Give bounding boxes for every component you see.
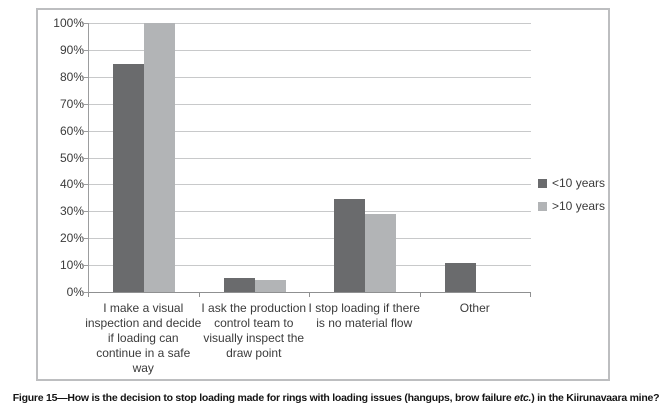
y-tick-label-70: 70% xyxy=(59,96,84,111)
gridline-90 xyxy=(89,49,531,51)
legend-swatch-icon xyxy=(538,201,547,211)
figure-caption: Figure 15—How is the decision to stop lo… xyxy=(0,392,672,404)
x-axis-label-cat4: Other xyxy=(405,301,545,316)
bar-10-years-cat3 xyxy=(334,199,366,292)
x-axis-label-line: continue in a safe xyxy=(96,346,191,360)
x-tick-mark xyxy=(88,293,89,297)
gridline-30 xyxy=(89,211,531,213)
y-tick-mark xyxy=(82,265,88,267)
x-tick-mark xyxy=(309,293,310,297)
bar-10-years-cat2 xyxy=(254,280,286,292)
x-tick-mark xyxy=(419,293,421,297)
bar-10-years-cat4 xyxy=(444,263,476,292)
y-tick-label-60: 60% xyxy=(59,123,84,138)
gridline-70 xyxy=(89,103,531,105)
gridline-10 xyxy=(89,265,531,267)
y-tick-mark xyxy=(82,23,88,24)
y-tick-mark xyxy=(82,292,88,293)
caption-text-end: ) in the Kiirunavaara mine? xyxy=(531,392,660,404)
gridline-100 xyxy=(89,23,531,24)
x-tick-mark xyxy=(198,293,200,297)
y-tick-mark xyxy=(82,238,88,240)
plot-area xyxy=(88,23,531,293)
chart-panel: 0% 10% 20% 30% 40% 50% 60% 70% 80% 90% 100% I make… xyxy=(36,8,610,381)
x-axis-label-line: visually inspect the xyxy=(203,331,305,345)
y-tick-mark xyxy=(82,130,88,132)
y-tick-mark xyxy=(82,157,88,159)
x-axis-label-line: Other xyxy=(459,301,490,315)
x-axis-label-line: if loading can xyxy=(107,331,179,345)
x-axis-label-line: control team to xyxy=(214,316,294,330)
gridline-40 xyxy=(89,184,531,186)
y-tick-label-0: 0% xyxy=(66,285,84,299)
y-tick-label-100: 100% xyxy=(53,16,84,30)
y-tick-label-80: 80% xyxy=(59,69,84,84)
bar-10-years-cat1 xyxy=(144,23,176,292)
x-axis-label-line: is no material flow xyxy=(316,316,413,330)
x-axis-label-line: I stop loading if there xyxy=(308,301,420,315)
y-tick-mark xyxy=(82,184,88,186)
y-tick-mark xyxy=(82,211,88,213)
caption-italic-text: etc. xyxy=(514,392,532,404)
bar-10-years-cat2 xyxy=(223,278,255,292)
y-tick-mark xyxy=(82,49,88,51)
gridline-80 xyxy=(89,76,531,78)
y-tick-label-50: 50% xyxy=(59,150,84,165)
y-tick-label-10: 10% xyxy=(59,258,84,273)
y-tick-mark xyxy=(82,103,88,105)
legend-label: >10 years xyxy=(552,199,606,213)
bar-10-years-cat3 xyxy=(365,214,397,292)
x-axis-label-line: draw point xyxy=(226,346,282,360)
y-tick-label-20: 20% xyxy=(59,231,84,246)
x-axis-label-line: inspection and decide xyxy=(85,316,202,330)
x-axis-label-cat1: I make a visual inspection and decide if l… xyxy=(73,301,213,376)
gridline-50 xyxy=(89,157,531,159)
y-tick-label-30: 30% xyxy=(59,204,84,219)
x-axis-label-cat3: I stop loading if there is no material fl… xyxy=(294,301,434,331)
x-axis-label-line: I make a visual xyxy=(103,301,184,315)
legend-swatch-icon xyxy=(538,178,547,188)
gridline-20 xyxy=(89,238,531,240)
x-axis-label-line: I ask the production xyxy=(201,301,307,315)
legend-item-10-years: >10 years xyxy=(538,199,605,213)
y-tick-label-90: 90% xyxy=(59,42,84,57)
y-tick-mark xyxy=(82,76,88,78)
x-tick-mark xyxy=(530,293,531,297)
x-axis-label-cat2: I ask the production control team to visua… xyxy=(184,301,324,361)
legend-label: <10 years xyxy=(552,176,606,190)
legend-item-10-years: <10 years xyxy=(538,176,605,190)
legend: <10 years >10 years xyxy=(538,176,605,222)
gridline-60 xyxy=(89,130,531,132)
bar-10-years-cat1 xyxy=(113,64,145,292)
caption-text: Figure 15—How is the decision to stop lo… xyxy=(12,392,515,404)
y-tick-label-40: 40% xyxy=(59,177,84,192)
x-axis-label-line: way xyxy=(132,361,154,375)
